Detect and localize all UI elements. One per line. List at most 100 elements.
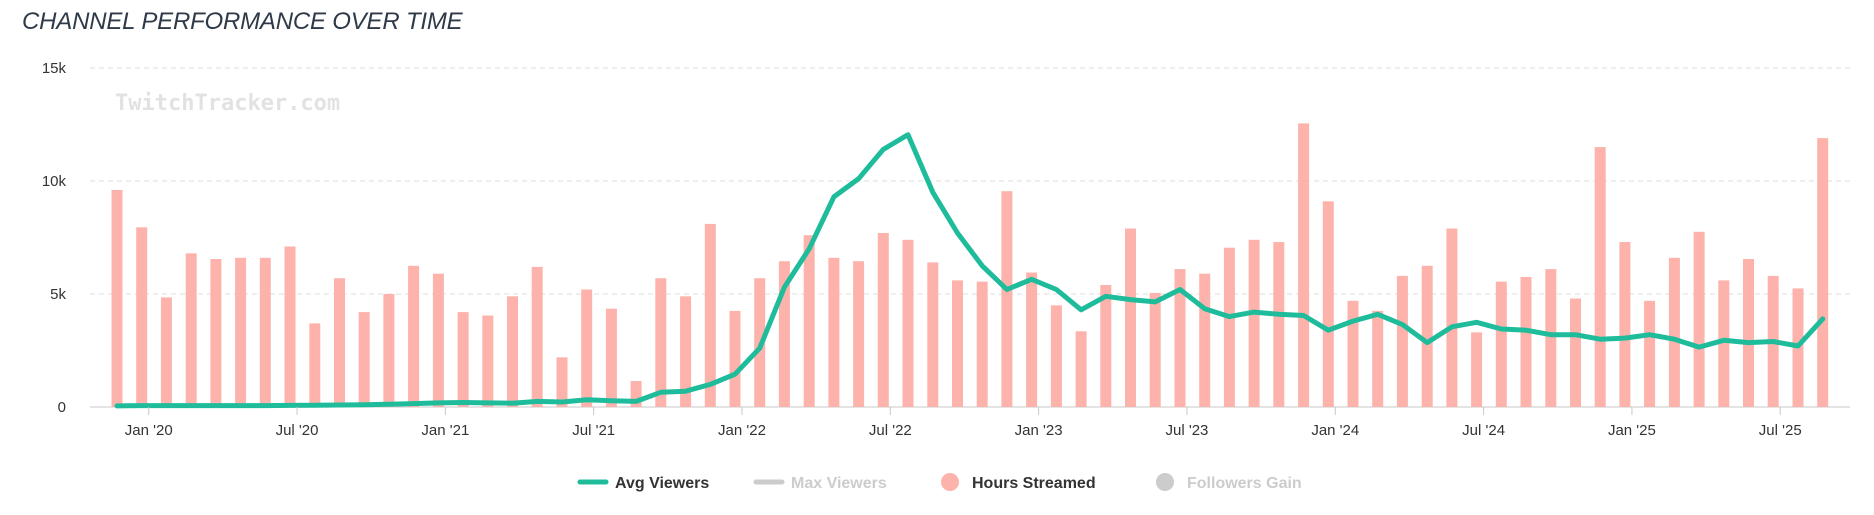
hours-streamed-bar[interactable] — [1050, 305, 1062, 407]
hours-streamed-bar[interactable] — [1199, 273, 1211, 407]
legend-label: Hours Streamed — [972, 475, 1096, 492]
legend-item-avg-viewers[interactable]: Avg Viewers — [577, 475, 709, 492]
watermark-text: TwitchTracker.com — [115, 91, 340, 116]
hours-streamed-bar[interactable] — [1347, 300, 1359, 407]
hours-streamed-bar[interactable] — [136, 227, 148, 407]
hours-streamed-bar[interactable] — [1619, 242, 1631, 407]
hours-streamed-bar[interactable] — [1668, 257, 1680, 407]
hours-streamed-bar[interactable] — [1471, 332, 1483, 407]
legend-item-hours-streamed[interactable]: Hours Streamed — [941, 473, 1096, 492]
hours-streamed-bar[interactable] — [1594, 147, 1606, 407]
hours-streamed-bar[interactable] — [1570, 298, 1581, 408]
hours-streamed-bar[interactable] — [1026, 272, 1038, 408]
hours-streamed-bar[interactable] — [976, 281, 988, 407]
hours-streamed-bar[interactable] — [1125, 228, 1136, 408]
hours-streamed-bar[interactable] — [334, 278, 345, 407]
hours-streamed-bar[interactable] — [1396, 275, 1408, 407]
avg-viewers-line-layer[interactable] — [114, 132, 1826, 409]
hours-streamed-bar[interactable] — [1001, 191, 1013, 407]
hours-streamed-bar[interactable] — [482, 315, 494, 408]
hours-streamed-bars[interactable] — [111, 123, 1829, 408]
y-tick-label: 15k — [42, 60, 67, 77]
hours-streamed-bar[interactable] — [1421, 265, 1433, 408]
hours-streamed-bar[interactable] — [581, 289, 593, 408]
hours-streamed-bar[interactable] — [1298, 123, 1310, 408]
hours-streamed-bar[interactable] — [284, 246, 296, 408]
x-axis: Jan '20 Jul '20 Jan '21 Jul '21 Jan '22 Jul '… — [125, 407, 1802, 439]
hours-streamed-bar[interactable] — [1718, 280, 1730, 407]
hours-streamed-bar[interactable] — [160, 297, 172, 407]
hours-streamed-bar[interactable] — [1273, 242, 1285, 407]
hours-streamed-bar[interactable] — [828, 257, 840, 407]
x-tick-label: Jul '23 — [1166, 422, 1209, 439]
hours-streamed-bar[interactable] — [1075, 331, 1087, 407]
hours-streamed-bar[interactable] — [432, 273, 444, 407]
x-tick-label: Jul '24 — [1462, 422, 1505, 439]
legend-label: Avg Viewers — [615, 475, 709, 492]
legend-item-followers-gain[interactable]: Followers Gain — [1156, 473, 1302, 492]
hours-streamed-bar[interactable] — [680, 296, 692, 407]
hours-streamed-bar[interactable] — [1174, 269, 1186, 407]
hours-streamed-bar[interactable] — [1545, 269, 1557, 407]
hours-streamed-bar[interactable] — [1817, 138, 1829, 407]
hours-streamed-bar[interactable] — [1372, 310, 1384, 407]
hours-streamed-bar[interactable] — [1495, 281, 1507, 407]
hours-streamed-bar[interactable] — [1446, 228, 1458, 408]
hours-streamed-bar[interactable] — [507, 296, 518, 407]
hours-streamed-bar[interactable] — [235, 257, 247, 407]
hours-streamed-bar[interactable] — [952, 280, 963, 407]
hours-streamed-bar[interactable] — [902, 239, 914, 407]
hours-streamed-bar[interactable] — [556, 357, 568, 407]
hours-streamed-bar[interactable] — [1693, 231, 1705, 407]
hours-streamed-bar[interactable] — [185, 253, 197, 407]
hours-streamed-bar[interactable] — [927, 262, 939, 407]
chart-title: CHANNEL PERFORMANCE OVER TIME — [22, 8, 463, 35]
x-tick-label: Jan '25 — [1608, 422, 1656, 439]
hours-streamed-bar[interactable] — [259, 257, 271, 407]
hours-streamed-bar[interactable] — [1248, 239, 1260, 407]
y-tick-label: 0 — [58, 399, 66, 416]
hours-streamed-bar[interactable] — [605, 308, 617, 407]
hours-streamed-bar[interactable] — [853, 261, 865, 407]
x-tick-label: Jan '24 — [1311, 422, 1359, 439]
legend-circle-marker — [1156, 473, 1174, 491]
x-tick-label: Jul '20 — [276, 422, 319, 439]
legend-circle-marker — [941, 473, 959, 491]
hours-streamed-bar[interactable] — [383, 294, 395, 407]
hours-streamed-bar[interactable] — [1149, 292, 1161, 407]
x-tick-label: Jan '23 — [1015, 422, 1063, 439]
hours-streamed-bar[interactable] — [358, 312, 370, 407]
hours-streamed-bar[interactable] — [1100, 285, 1112, 407]
hours-streamed-bar[interactable] — [778, 261, 790, 407]
x-tick-label: Jan '22 — [718, 422, 766, 439]
hours-streamed-bar[interactable] — [1322, 201, 1334, 407]
hours-streamed-bar[interactable] — [531, 266, 543, 407]
legend-label: Followers Gain — [1187, 475, 1302, 492]
hours-streamed-bar[interactable] — [704, 223, 716, 407]
hours-streamed-bar[interactable] — [1223, 247, 1235, 407]
hours-streamed-bar[interactable] — [457, 312, 469, 407]
y-tick-label: 5k — [50, 286, 66, 303]
x-tick-label: Jan '21 — [421, 422, 469, 439]
hours-streamed-bar[interactable] — [729, 310, 741, 407]
hours-streamed-bar[interactable] — [803, 235, 815, 407]
legend[interactable]: Avg Viewers Max Viewers Hours Streamed Foll… — [577, 473, 1302, 492]
hours-streamed-bar[interactable] — [1743, 259, 1754, 407]
hours-streamed-bar[interactable] — [309, 323, 321, 407]
x-tick-label: Jan '20 — [125, 422, 173, 439]
hours-streamed-bar[interactable] — [1520, 277, 1532, 407]
hours-streamed-bar[interactable] — [408, 265, 420, 408]
hours-streamed-bar[interactable] — [1644, 300, 1656, 407]
hours-streamed-bar[interactable] — [877, 233, 889, 407]
hours-streamed-bar[interactable] — [210, 259, 222, 407]
legend-item-max-viewers[interactable]: Max Viewers — [753, 475, 887, 492]
legend-label: Max Viewers — [791, 475, 887, 492]
y-tick-label: 10k — [42, 173, 67, 190]
avg-viewers-line[interactable] — [114, 132, 1826, 409]
hours-streamed-bar[interactable] — [655, 278, 667, 407]
x-tick-label: Jul '22 — [869, 422, 912, 439]
hours-streamed-bar[interactable] — [111, 190, 123, 407]
hours-streamed-bar[interactable] — [630, 381, 642, 407]
